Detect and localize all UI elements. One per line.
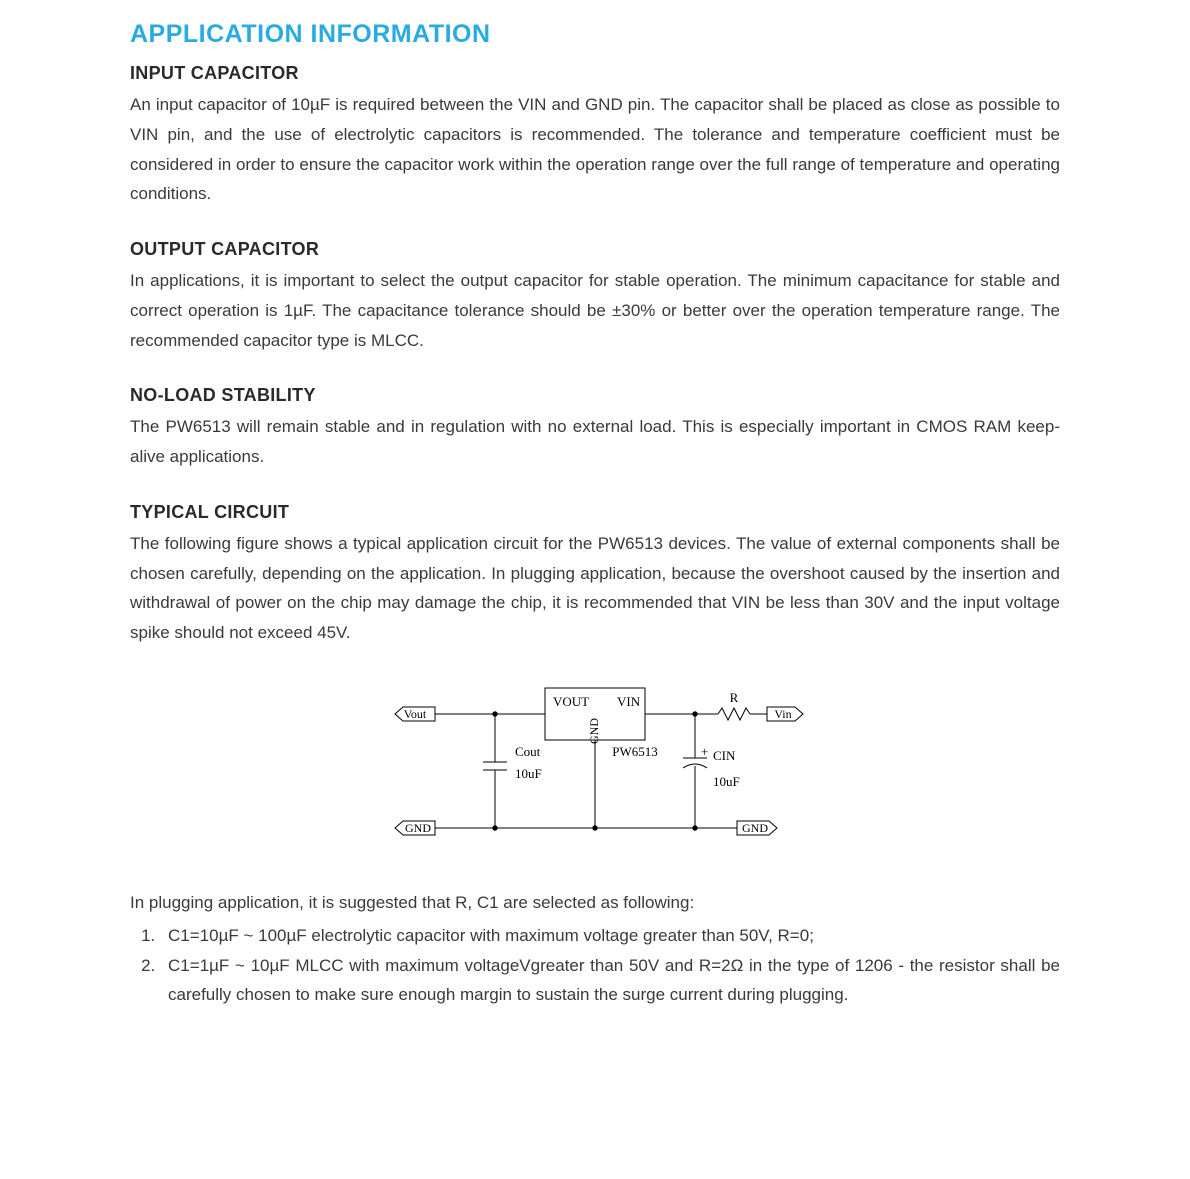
gnd-left-label: GND xyxy=(405,821,431,835)
section-heading-no-load: NO-LOAD STABILITY xyxy=(130,385,1060,406)
page-content: APPLICATION INFORMATION INPUT CAPACITOR … xyxy=(0,0,1190,1179)
cout-value: 10uF xyxy=(515,766,542,781)
vin-tag-label: Vin xyxy=(774,707,791,721)
circuit-svg: Vout Vin GND GND VOUT VIN GND PW6513 Cou… xyxy=(385,678,805,858)
vout-tag-label: Vout xyxy=(404,707,427,721)
section-heading-input-capacitor: INPUT CAPACITOR xyxy=(130,63,1060,84)
notes-list: C1=10µF ~ 100µF electrolytic capacitor w… xyxy=(130,922,1060,1011)
resistor-icon xyxy=(718,708,750,720)
section-heading-output-capacitor: OUTPUT CAPACITOR xyxy=(130,239,1060,260)
circuit-figure: Vout Vin GND GND VOUT VIN GND PW6513 Cou… xyxy=(130,678,1060,858)
cin-polarity: + xyxy=(701,744,708,759)
section-heading-typical-circuit: TYPICAL CIRCUIT xyxy=(130,502,1060,523)
after-figure-text: In plugging application, it is suggested… xyxy=(130,888,1060,918)
resistor-label: R xyxy=(730,690,739,705)
section-body-typical-circuit: The following figure shows a typical app… xyxy=(130,529,1060,648)
cin-value: 10uF xyxy=(713,774,740,789)
node-icon xyxy=(693,826,697,830)
gnd-right-label: GND xyxy=(742,821,768,835)
section-body-output-capacitor: In applications, it is important to sele… xyxy=(130,266,1060,355)
cin-label: CIN xyxy=(713,748,736,763)
ic-label: PW6513 xyxy=(612,744,658,759)
ic-pin-vin-label: VIN xyxy=(617,694,641,709)
list-item: C1=1µF ~ 10µF MLCC with maximum voltageV… xyxy=(160,952,1060,1010)
ic-pin-vout-label: VOUT xyxy=(553,694,589,709)
node-icon xyxy=(493,826,497,830)
list-item: C1=10µF ~ 100µF electrolytic capacitor w… xyxy=(160,922,1060,951)
section-body-input-capacitor: An input capacitor of 10µF is required b… xyxy=(130,90,1060,209)
node-icon xyxy=(593,826,597,830)
section-body-no-load: The PW6513 will remain stable and in reg… xyxy=(130,412,1060,472)
cout-label: Cout xyxy=(515,744,541,759)
node-icon xyxy=(693,712,697,716)
node-icon xyxy=(493,712,497,716)
ic-pin-gnd-label: GND xyxy=(587,717,601,743)
main-heading: APPLICATION INFORMATION xyxy=(130,20,1060,49)
